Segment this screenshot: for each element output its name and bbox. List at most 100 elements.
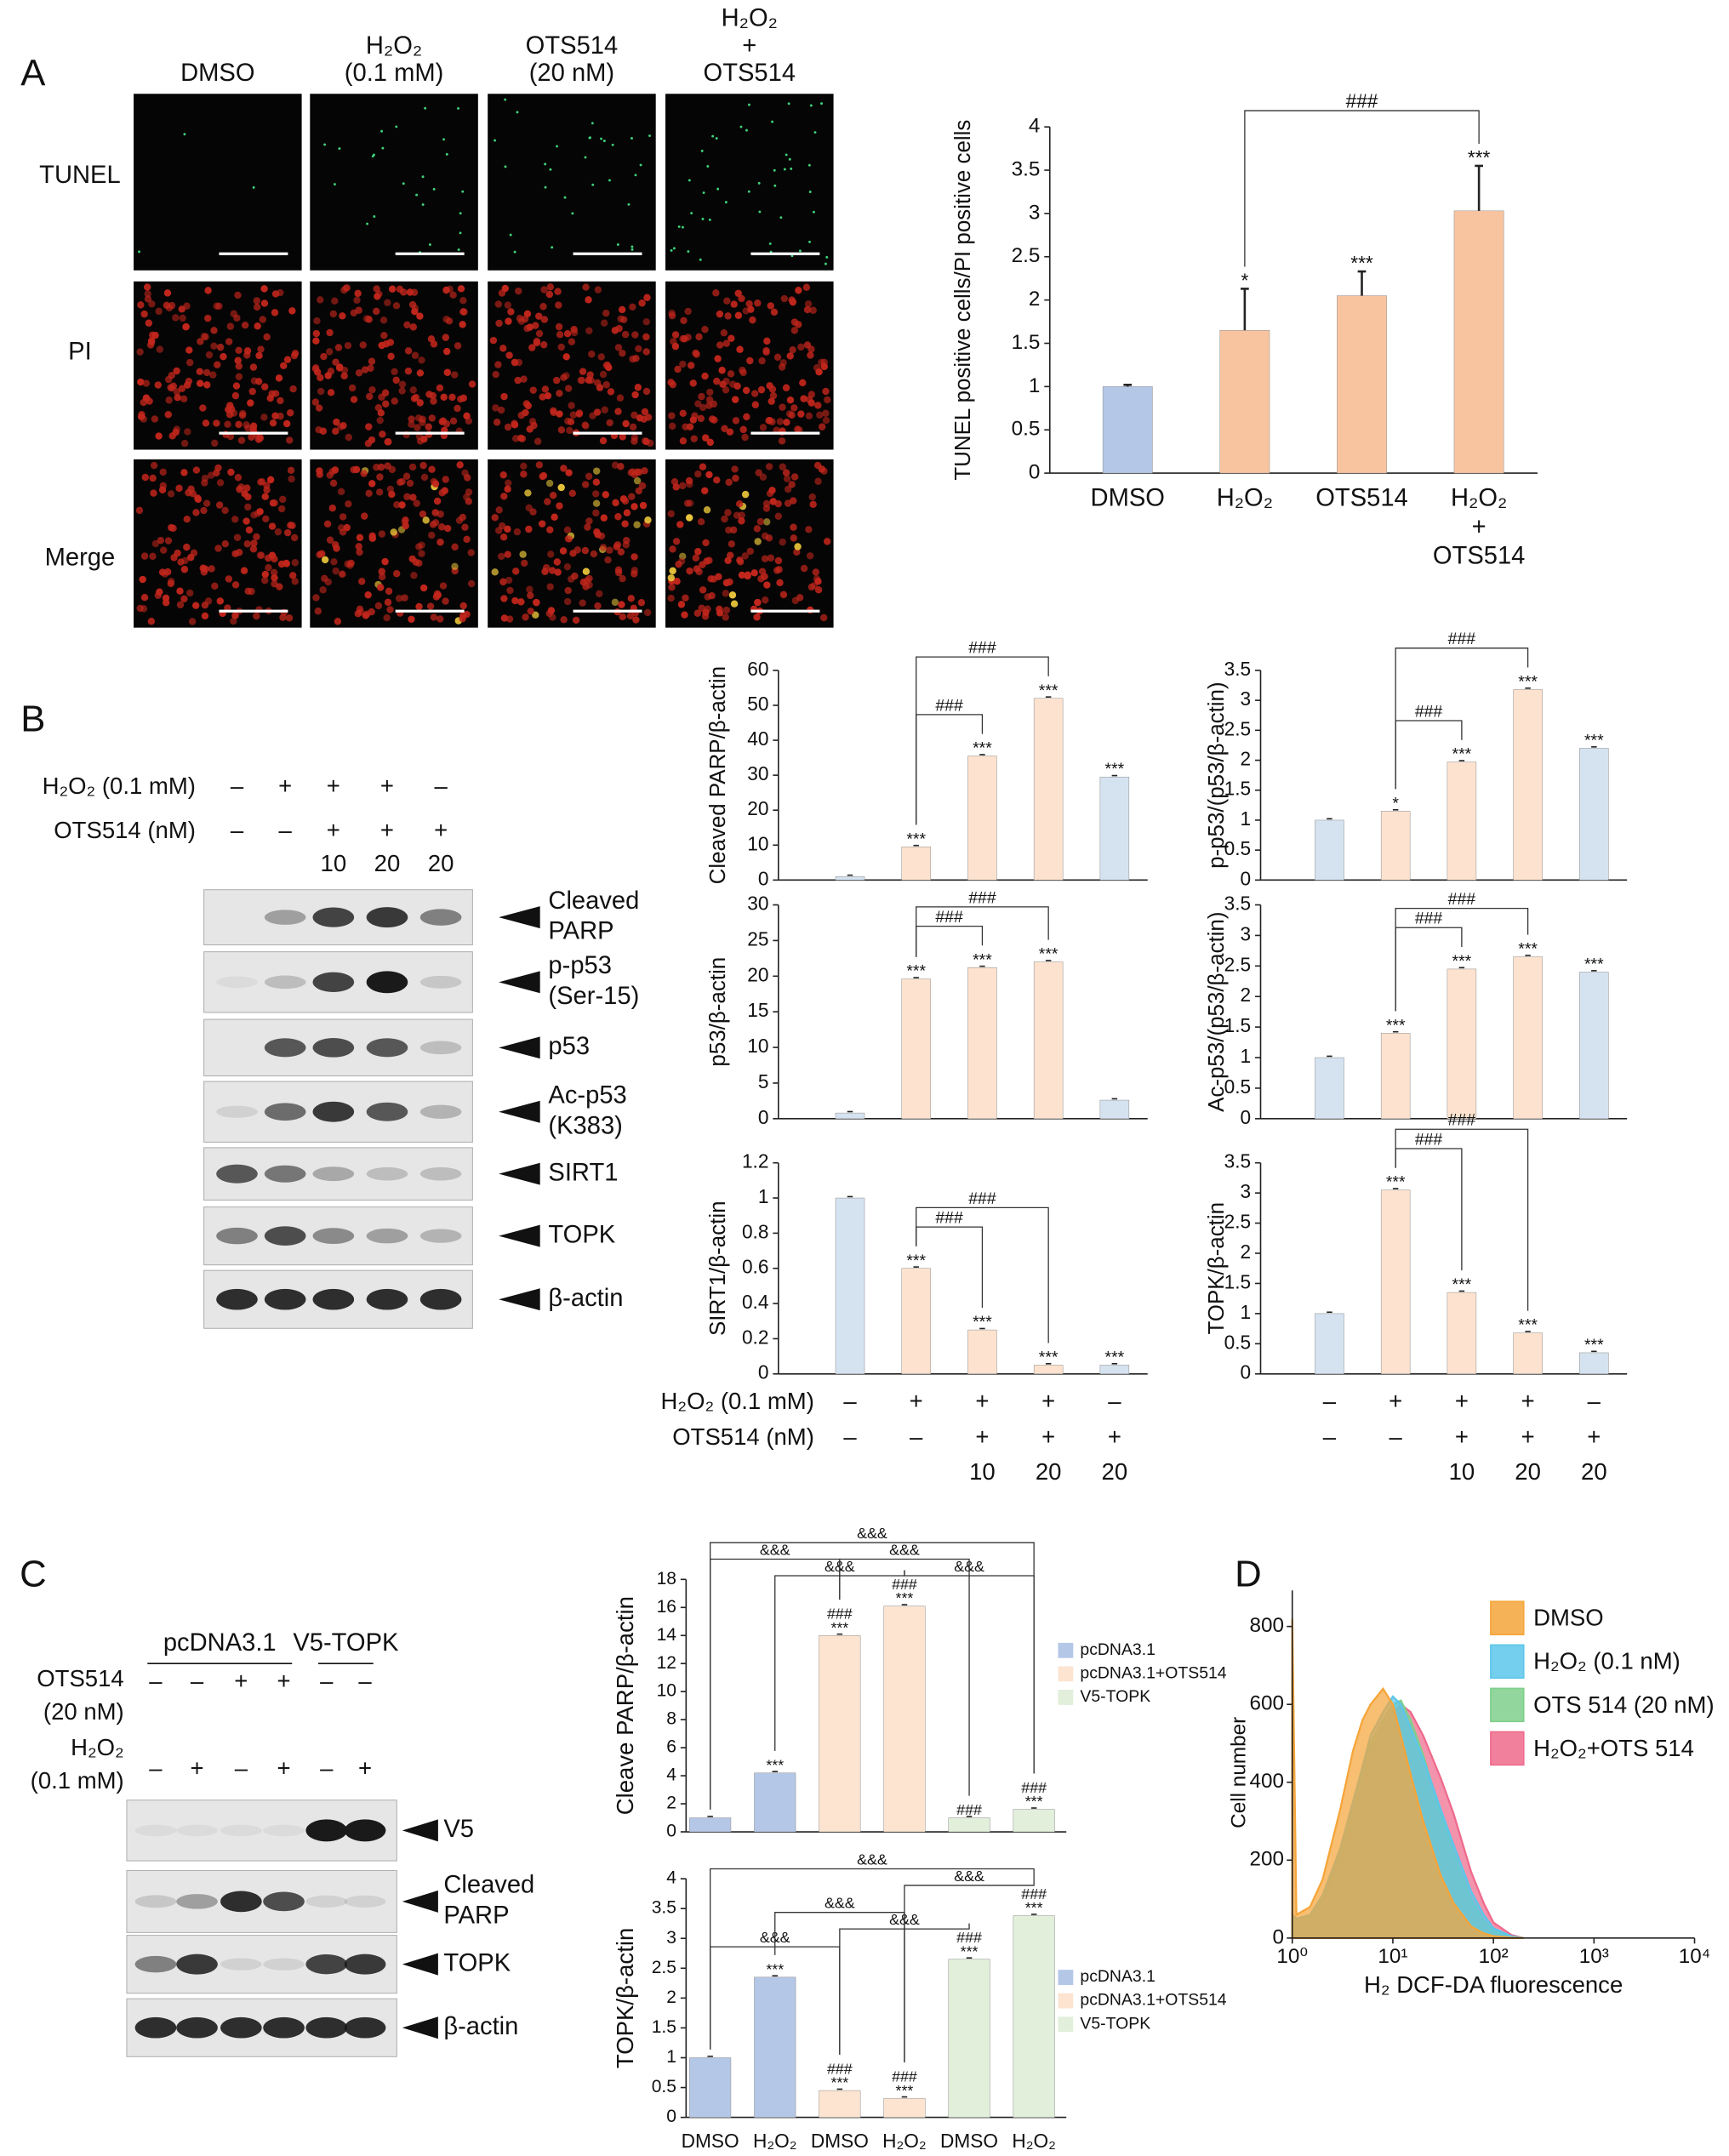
cell-dot [559, 547, 568, 555]
cell-dot [504, 301, 512, 309]
cell-dot [345, 433, 352, 442]
cell-dot [263, 486, 271, 494]
cell-dot [202, 333, 209, 341]
cell-dot [150, 461, 158, 470]
blot-band [305, 1895, 348, 1908]
cell-dot [150, 489, 157, 497]
cell-dot [808, 190, 812, 193]
cell-dot [356, 605, 364, 613]
cell-dot [710, 400, 718, 408]
arrow [402, 1819, 438, 1842]
cell-dot [231, 550, 239, 558]
cell-dot [602, 309, 610, 317]
cell-dot [468, 380, 476, 388]
cell-dot [253, 297, 261, 305]
cell-dot [614, 408, 622, 415]
column-header: (20 nM) [529, 60, 614, 87]
cell-dot [742, 307, 750, 315]
cell-dot [611, 598, 619, 607]
bar [1453, 210, 1504, 474]
cell-dot [809, 306, 817, 314]
cell-dot [368, 607, 375, 616]
cell-dot [494, 527, 503, 534]
bar [1513, 1332, 1543, 1374]
cell-dot [768, 385, 777, 393]
cell-dot [355, 543, 362, 550]
cell-dot [600, 319, 608, 327]
cell-dot [670, 338, 677, 345]
dose-label: 10 [969, 1458, 996, 1485]
cell-dot [504, 165, 507, 168]
cell-dot [176, 587, 184, 595]
cell-dot [414, 414, 423, 422]
cell-dot [203, 368, 211, 377]
cell-dot [260, 285, 268, 293]
cell-dot [238, 411, 247, 419]
cell-dot [741, 490, 750, 499]
cell-dot [269, 499, 277, 507]
row-label: PI [68, 339, 92, 366]
cell-dot [669, 567, 676, 575]
cell-dot [722, 579, 731, 587]
cell-dot [776, 418, 785, 425]
cell-dot [409, 493, 417, 501]
y-tick-label: 18 [657, 1569, 676, 1588]
cell-dot [524, 402, 532, 410]
cell-dot [762, 348, 770, 356]
cell-dot [235, 373, 243, 380]
cell-dot [225, 338, 233, 345]
cell-dot [186, 589, 194, 597]
cell-dot [555, 322, 563, 331]
cell-dot [674, 365, 682, 374]
cell-dot [631, 245, 634, 248]
cell-dot [597, 353, 605, 361]
cell-dot [668, 412, 676, 419]
cell-dot [491, 514, 499, 522]
cell-dot [539, 341, 548, 349]
significance-mark: *** [896, 1589, 914, 1606]
bar [835, 1112, 865, 1120]
cell-dot [689, 379, 697, 387]
cell-dot [618, 601, 625, 608]
cell-dot [585, 472, 593, 481]
cell-dot [200, 506, 208, 515]
cell-dot [245, 526, 254, 534]
cell-dot [587, 376, 595, 385]
cell-dot [428, 531, 436, 539]
x-axis-label: H₂ DCF-DA fluorescence [1364, 1971, 1623, 1998]
cell-dot [527, 607, 534, 615]
cell-dot [739, 125, 743, 128]
blot-band [312, 1228, 355, 1245]
cell-dot [825, 255, 829, 259]
x-tick-label: H₂O₂ [1217, 485, 1273, 512]
cell-dot [540, 286, 548, 294]
cell-dot [436, 384, 444, 392]
cell-dot [724, 556, 732, 565]
cell-dot [703, 557, 710, 565]
cell-dot [627, 595, 635, 602]
band-label: SIRT1 [548, 1159, 618, 1186]
cell-dot [225, 575, 233, 583]
cell-dot [395, 595, 403, 602]
cell-dot [459, 212, 462, 215]
cell-dot [402, 472, 411, 480]
cell-dot [261, 383, 269, 391]
cell-dot [192, 466, 201, 474]
bar [1513, 956, 1543, 1120]
cell-dot [728, 591, 737, 599]
cell-dot [406, 479, 414, 488]
cell-dot [612, 499, 619, 507]
cell-dot [244, 424, 252, 432]
cell-dot [258, 477, 266, 486]
treatment-mark: + [277, 1754, 291, 1781]
cell-dot [546, 526, 554, 533]
cell-dot [723, 297, 731, 305]
cell-dot [326, 536, 334, 544]
y-tick-label: 600 [1250, 1692, 1285, 1715]
cell-dot [563, 526, 572, 534]
cell-dot [421, 175, 425, 179]
bracket-label: ### [1415, 702, 1443, 721]
blot-band [264, 1103, 306, 1121]
cell-dot [337, 488, 345, 496]
blot-band [312, 1288, 355, 1310]
